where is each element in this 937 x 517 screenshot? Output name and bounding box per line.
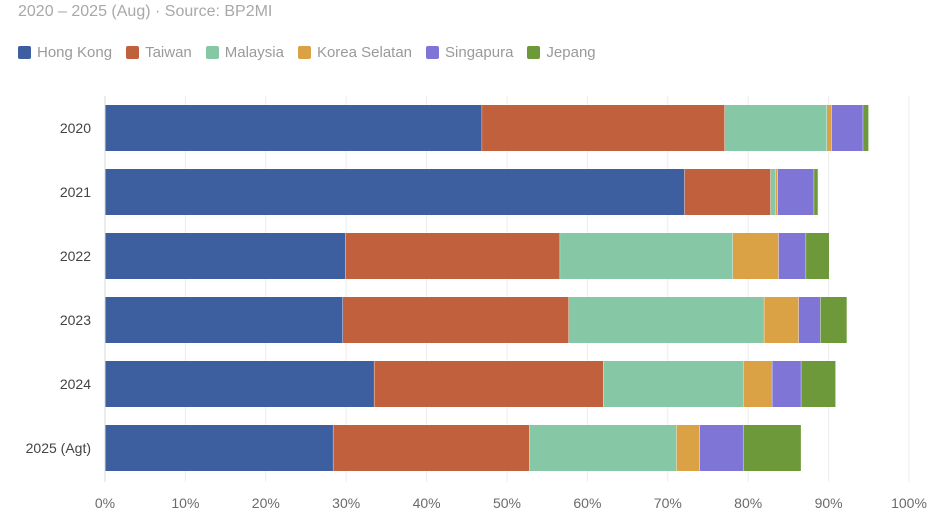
- x-tick-label: 90%: [815, 495, 843, 511]
- x-tick-label: 50%: [493, 495, 521, 511]
- x-tick-label: 60%: [573, 495, 601, 511]
- x-tick-label: 10%: [171, 495, 199, 511]
- bar-segment: [676, 425, 700, 471]
- bar-segment: [863, 105, 869, 151]
- category-label: 2022: [60, 248, 91, 264]
- legend-swatch: [126, 46, 140, 59]
- legend-label: Jepang: [546, 44, 596, 61]
- legend-item-1[interactable]: Hong Kong: [18, 44, 112, 61]
- legend-item-5[interactable]: Singapura: [426, 44, 513, 61]
- bar-segment: [560, 233, 733, 279]
- x-tick-label: 70%: [654, 495, 682, 511]
- category-label: 2024: [60, 376, 91, 392]
- legend-label: Taiwan: [145, 44, 192, 61]
- category-label: 2020: [60, 120, 91, 136]
- legend-label: Singapura: [445, 44, 514, 61]
- bar-segment: [105, 361, 375, 407]
- legend-swatch: [205, 46, 219, 59]
- legend-label: Hong Kong: [37, 44, 113, 61]
- x-tick-label: 30%: [332, 495, 360, 511]
- bar-segment: [743, 361, 773, 407]
- bar-segment: [699, 425, 744, 471]
- bar-segment: [105, 105, 483, 151]
- legend-swatch: [297, 46, 311, 59]
- bar-segment: [831, 105, 864, 151]
- category-label: 2023: [60, 312, 91, 328]
- bar-segment: [764, 297, 799, 343]
- x-tick-label: 80%: [734, 495, 762, 511]
- x-tick-label: 0%: [95, 495, 115, 511]
- bar-segment: [826, 105, 832, 151]
- bar-segment: [777, 169, 815, 215]
- bar-segment: [772, 361, 802, 407]
- bar-segment: [684, 169, 771, 215]
- legend-item-6[interactable]: Jepang: [527, 44, 596, 61]
- chart-subtitle: 2020 – 2025 (Aug) · Source: BP2MI: [18, 3, 273, 20]
- chart-legend: Hong Kong Taiwan Malaysia Korea Selatan Sing…: [18, 44, 610, 61]
- legend-item-3[interactable]: Malaysia: [205, 44, 284, 61]
- bar-segment: [814, 169, 819, 215]
- legend-label: Korea Selatan: [316, 44, 413, 61]
- bar-segment: [529, 425, 677, 471]
- bar-segment: [568, 297, 765, 343]
- x-tick-label: 20%: [252, 495, 280, 511]
- bar-segment: [105, 297, 343, 343]
- legend-item-4[interactable]: Korea Selatan: [297, 44, 413, 61]
- bar-segment: [778, 233, 807, 279]
- bar-segment: [603, 361, 744, 407]
- category-label: 2025 (Agt): [26, 440, 91, 456]
- bar-segment: [798, 297, 821, 343]
- bar-segment: [801, 361, 836, 407]
- legend-label: Malaysia: [224, 44, 284, 61]
- bar-segment: [374, 361, 604, 407]
- legend-swatch: [426, 46, 440, 59]
- bar-segment: [105, 233, 346, 279]
- x-tick-label: 40%: [413, 495, 441, 511]
- legend-swatch: [18, 46, 31, 59]
- bar-segment: [732, 233, 779, 279]
- bar-segment: [345, 233, 561, 279]
- bar-segment: [105, 425, 334, 471]
- bar-segment: [743, 425, 802, 471]
- bar-segment: [820, 297, 848, 343]
- bar-segment: [105, 169, 685, 215]
- bar-segment: [482, 105, 725, 151]
- category-label: 2021: [60, 184, 91, 200]
- bar-segment: [724, 105, 827, 151]
- x-tick-label: 100%: [891, 495, 927, 511]
- legend-item-2[interactable]: Taiwan: [126, 44, 192, 61]
- bar-segment: [333, 425, 530, 471]
- bar-segment: [775, 169, 778, 215]
- legend-swatch: [527, 46, 541, 59]
- bar-segment: [770, 169, 776, 215]
- bar-segment: [806, 233, 830, 279]
- bar-segment: [342, 297, 569, 343]
